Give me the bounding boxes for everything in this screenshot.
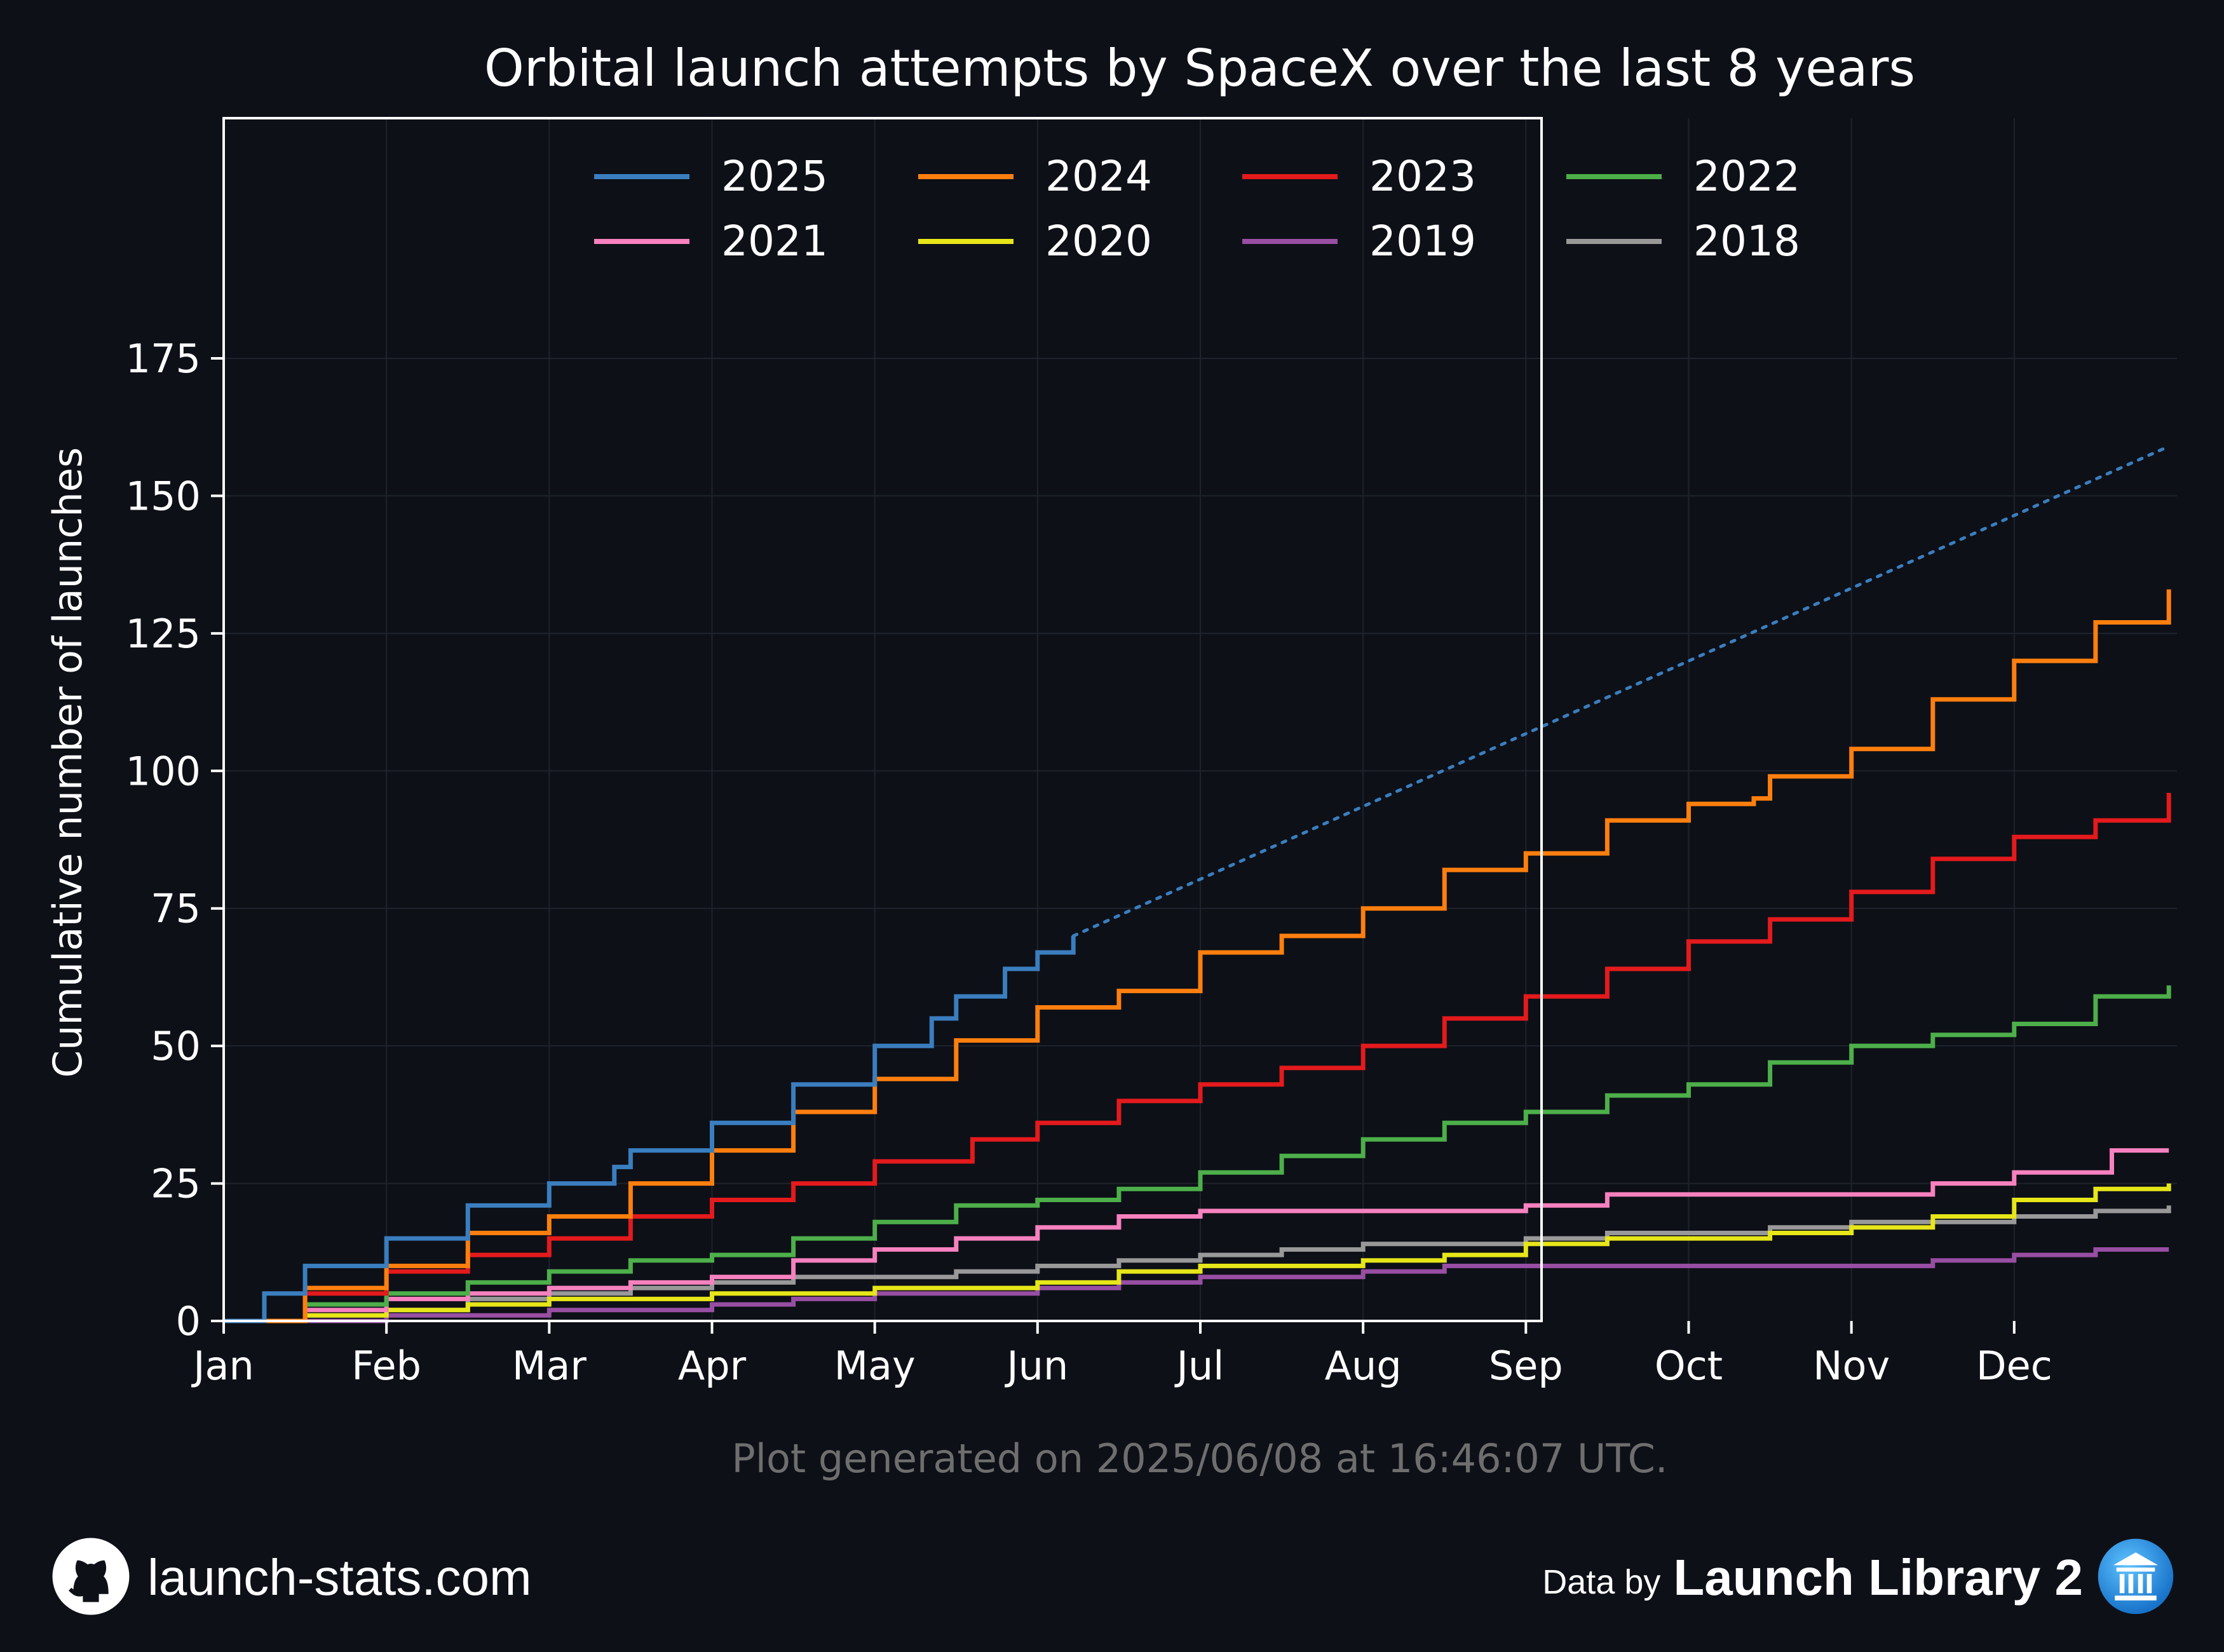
y-tick-label: 175 [126,335,201,382]
plot-caption: Plot generated on 2025/06/08 at 16:46:07… [731,1435,1667,1482]
legend: 2025 2024 2023 2022 2021 2020 2019 2018 [594,152,1800,266]
x-tick-label: May [834,1343,916,1389]
legend-label-2018: 2018 [1693,217,1800,266]
projection-line-2025 [1071,445,2171,938]
grid [224,118,2177,1321]
y-tick-label: 75 [151,886,201,932]
y-axis-label: Cumulative number of launches [44,447,91,1078]
data-source-name: Launch Library 2 [1673,1549,2083,1606]
legend-label-2025: 2025 [721,152,828,201]
y-tick-label: 100 [126,748,201,794]
series-line-2019 [224,1247,2169,1324]
x-tick-label: Sep [1489,1343,1563,1389]
x-tick-label: Jun [1004,1343,1068,1389]
footer-site[interactable]: launch-stats.com [51,1536,532,1619]
legend-label-2022: 2022 [1693,152,1800,201]
legend-label-2021: 2021 [721,217,828,266]
github-icon [51,1536,131,1619]
site-link[interactable]: launch-stats.com [147,1549,532,1606]
y-tick-label: 50 [151,1023,201,1069]
y-tick-label: 25 [151,1161,201,1207]
x-tick-label: Apr [678,1343,747,1389]
series-line-2023 [224,792,2171,1324]
data-by-label: Data by [1542,1563,1661,1601]
y-tick-label: 0 [176,1298,201,1344]
axes: Jan Feb Mar Apr May Jun Jul Aug Sep Oct Nov Dec 0 25 5… [126,335,2052,1389]
y-tick-label: 125 [126,611,201,657]
series-line-2020 [224,1183,2171,1324]
x-tick-label: Nov [1813,1343,1890,1389]
plot-frame [222,117,1543,1322]
y-tick-label: 150 [126,473,201,519]
series-line-2021 [224,1148,2169,1324]
x-tick-label: Jan [191,1343,254,1389]
legend-label-2024: 2024 [1045,152,1152,201]
chart-title: Orbital launch attempts by SpaceX over t… [484,39,1915,98]
footer-data-source: Data by Launch Library 2 [1542,1536,2176,1619]
launch-library-icon [2096,1536,2176,1619]
legend-label-2020: 2020 [1045,217,1152,266]
x-tick-label: Mar [512,1343,587,1389]
x-tick-label: Dec [1976,1343,2052,1389]
series-lines [224,445,2171,1324]
x-tick-label: Jul [1174,1343,1224,1389]
legend-label-2023: 2023 [1369,152,1476,201]
legend-label-2019: 2019 [1369,217,1476,266]
x-tick-label: Feb [351,1343,421,1389]
x-tick-label: Aug [1325,1343,1402,1389]
x-tick-label: Oct [1655,1343,1723,1389]
series-line-2022 [224,985,2171,1324]
series-line-2024 [224,589,2171,1324]
series-line-2025 [224,936,1076,1324]
